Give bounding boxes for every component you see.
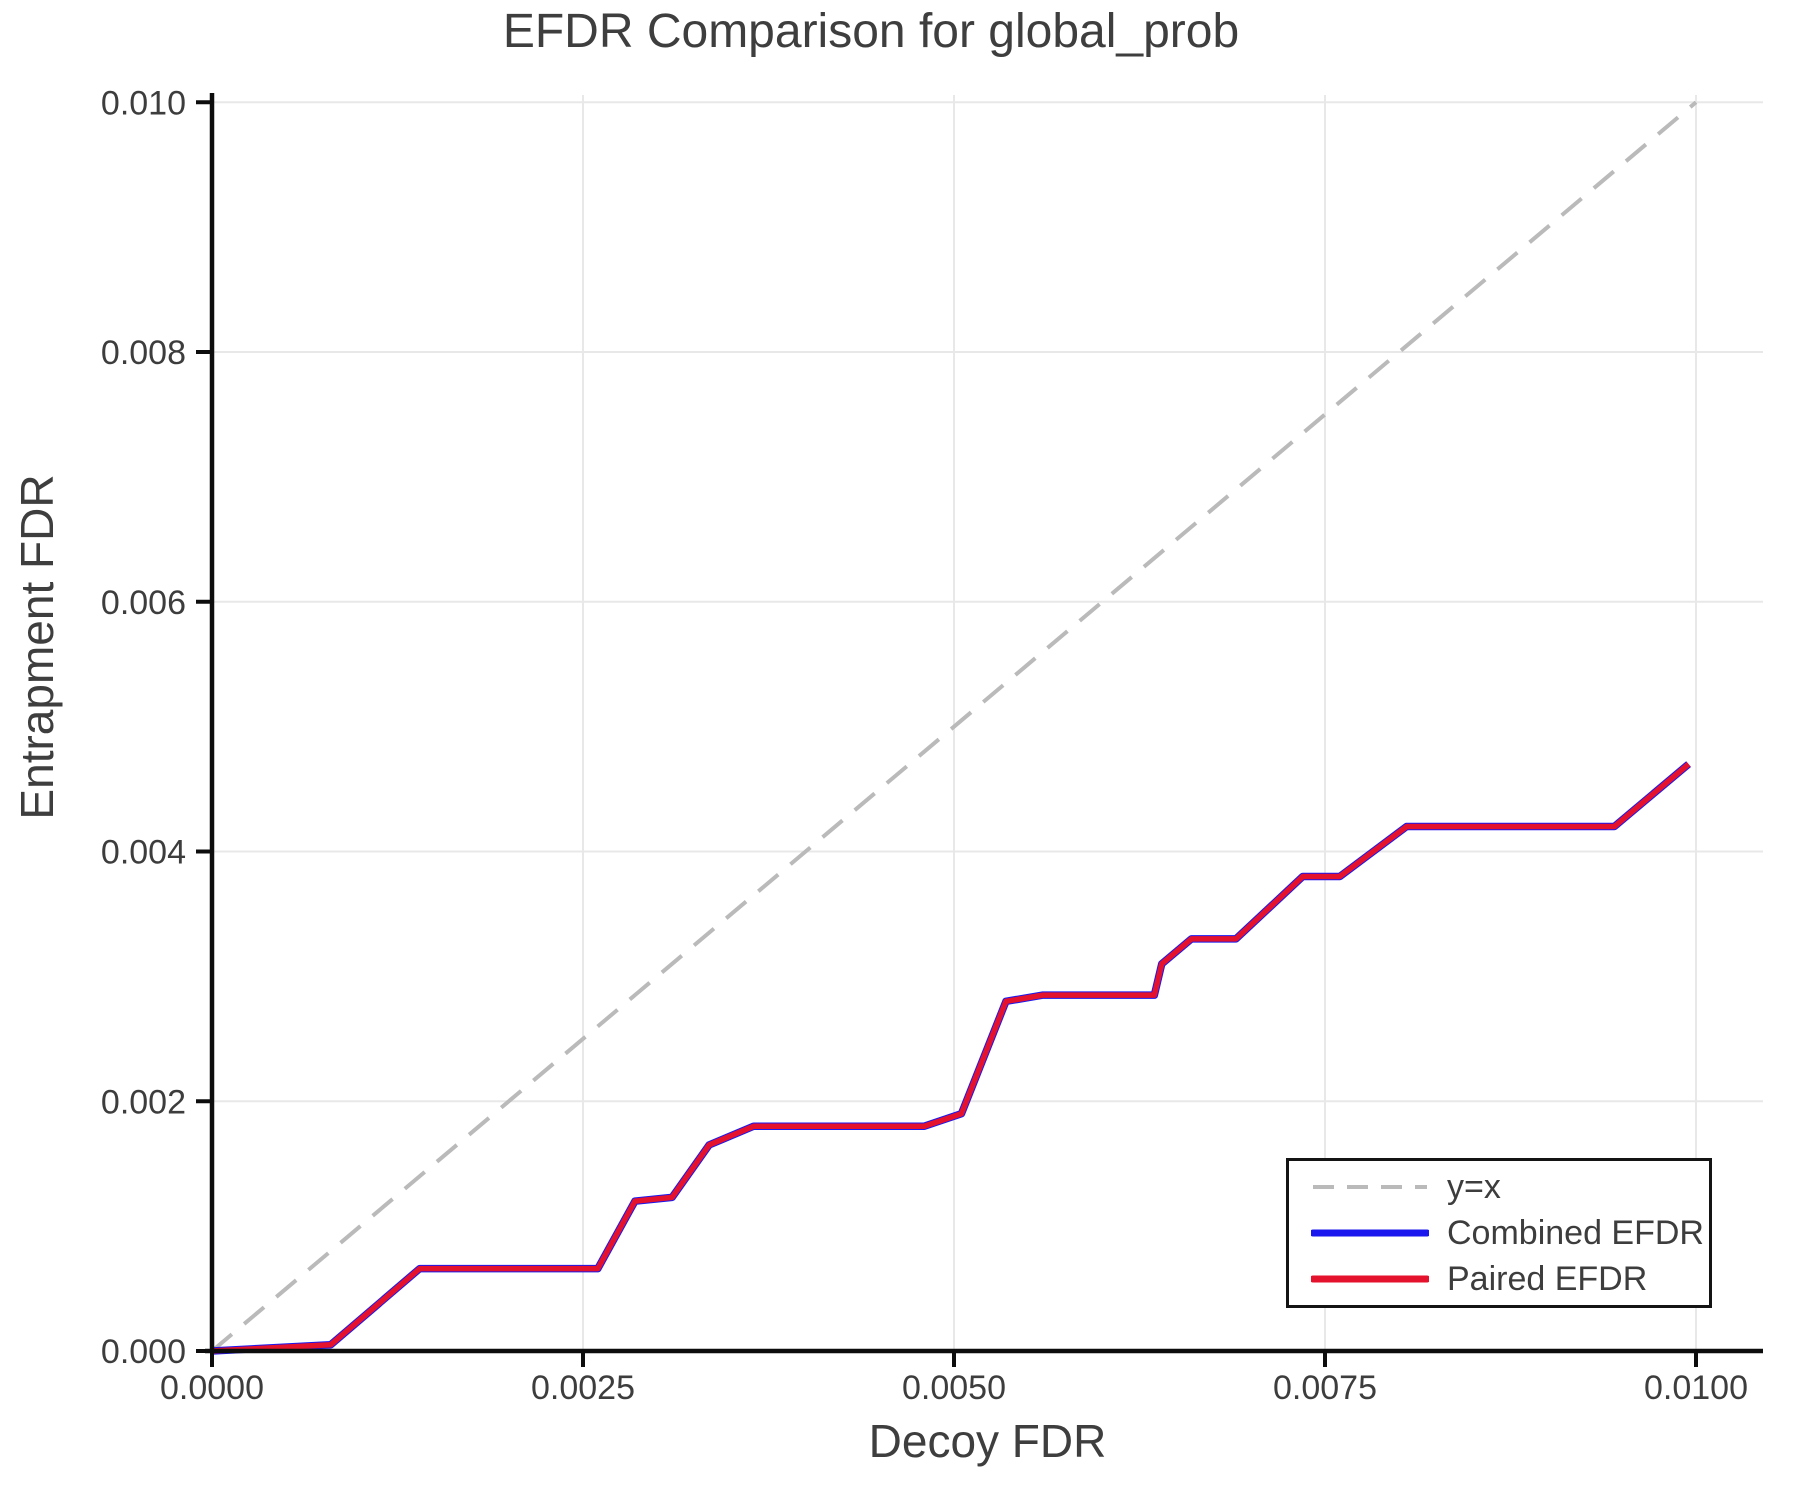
series-line-paired-efdr (211, 761, 1691, 1354)
x-axis-label: Decoy FDR (868, 1415, 1107, 1467)
legend: y=x Combined EFDR Paired EFDR (1286, 1158, 1712, 1308)
legend-item-combined: Combined EFDR (1311, 1212, 1709, 1254)
legend-label-paired: Paired EFDR (1447, 1260, 1648, 1298)
legend-label-yx: y=x (1447, 1168, 1501, 1206)
red-line-swatch (1311, 1275, 1429, 1283)
x-tick-label: 0.0100 (1644, 1369, 1748, 1407)
y-tick-label: 0.002 (101, 1083, 186, 1121)
y-tick-label: 0.010 (101, 84, 186, 122)
x-tick-label: 0.0075 (1273, 1369, 1377, 1407)
legend-item-yx: y=x (1311, 1166, 1709, 1208)
x-tick-label: 0.0025 (531, 1369, 635, 1407)
series-line-y-x (210, 100, 1698, 1353)
legend-item-paired: Paired EFDR (1311, 1258, 1709, 1300)
legend-label-combined: Combined EFDR (1447, 1214, 1704, 1252)
blue-line-swatch (1311, 1229, 1429, 1237)
y-tick-label: 0.008 (101, 334, 186, 372)
dashed-line-swatch (1313, 1185, 1427, 1189)
y-tick-label: 0.004 (101, 834, 186, 872)
y-tick-label: 0.006 (101, 584, 186, 622)
x-tick-label: 0.0050 (902, 1369, 1006, 1407)
y-tick-label: 0.000 (101, 1333, 186, 1371)
y-axis-label: Entrapment FDR (11, 474, 63, 820)
x-tick-label: 0.0000 (160, 1369, 264, 1407)
chart-title: EFDR Comparison for global_prob (502, 5, 1240, 58)
